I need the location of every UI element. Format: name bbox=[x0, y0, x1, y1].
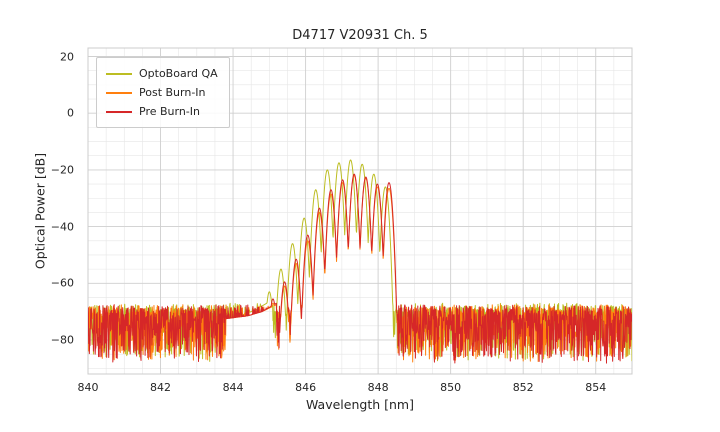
y-tick-label: −80 bbox=[50, 333, 74, 347]
legend-label: Post Burn-In bbox=[139, 86, 206, 99]
x-tick-label: 848 bbox=[367, 381, 389, 394]
y-tick-label: −60 bbox=[50, 276, 74, 290]
y-tick-label: 0 bbox=[67, 106, 74, 120]
y-tick-label: 20 bbox=[60, 50, 74, 63]
legend-label: OptoBoard QA bbox=[139, 67, 218, 80]
x-tick-label: 842 bbox=[150, 381, 172, 394]
x-axis-label: Wavelength [nm] bbox=[306, 397, 414, 412]
y-axis-label: Optical Power [dB] bbox=[32, 152, 48, 270]
legend-entry: Pre Burn-In bbox=[106, 102, 218, 121]
legend-line-swatch bbox=[106, 72, 132, 75]
legend-line-swatch bbox=[106, 110, 132, 113]
x-tick-label: 854 bbox=[585, 381, 607, 394]
x-tick-label: 846 bbox=[295, 381, 317, 394]
legend: OptoBoard QA Post Burn-In Pre Burn-In bbox=[96, 57, 230, 128]
y-tick-label: −20 bbox=[50, 163, 74, 177]
x-tick-label: 844 bbox=[222, 381, 244, 394]
legend-label: Pre Burn-In bbox=[139, 105, 200, 118]
legend-entry: OptoBoard QA bbox=[106, 64, 218, 83]
x-tick-label: 850 bbox=[440, 381, 462, 394]
chart-title: D4717 V20931 Ch. 5 bbox=[292, 28, 428, 43]
legend-entry: Post Burn-In bbox=[106, 83, 218, 102]
y-tick-label: −40 bbox=[50, 220, 74, 234]
x-tick-label: 852 bbox=[512, 381, 534, 394]
legend-line-swatch bbox=[106, 91, 132, 94]
x-tick-label: 840 bbox=[77, 381, 99, 394]
